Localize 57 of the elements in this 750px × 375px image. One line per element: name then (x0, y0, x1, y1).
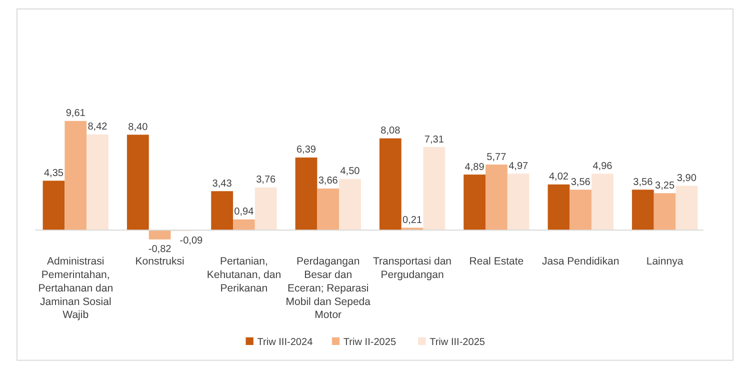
data-label: 7,31 (424, 134, 444, 146)
bar (254, 187, 277, 230)
data-label: 5,77 (486, 152, 507, 163)
bar (654, 193, 676, 230)
data-label: 3,76 (256, 174, 276, 186)
data-label: 0,21 (402, 214, 422, 226)
bar (148, 230, 171, 240)
data-label: 3,56 (633, 176, 654, 188)
data-label: 6,39 (296, 144, 316, 156)
data-label: 3,90 (676, 173, 697, 184)
bar (126, 134, 149, 230)
bar (592, 174, 614, 230)
x-tick-label: Administrasi Pemerintahan, Pertahanan dan Jaminan Sosial Wajib (38, 256, 114, 322)
x-tick-label: Lainnya (646, 256, 684, 268)
data-label: 3,43 (212, 178, 232, 190)
bar (64, 120, 87, 230)
data-label: 4,89 (464, 162, 485, 173)
data-label: 0,94 (234, 206, 254, 218)
data-label: 9,61 (66, 108, 86, 120)
x-tick-label: Perdagangan Besar dan Eceran; Reparasi Mobil dan Sepeda Motor (286, 256, 371, 322)
bar (339, 178, 361, 230)
x-tick-label: Transportasi dan Pergudangan (373, 256, 452, 281)
legend-label: Triw II-2025 (343, 336, 396, 348)
data-label: 4,02 (548, 172, 569, 183)
bar (548, 184, 570, 230)
data-label: -0,09 (180, 236, 204, 247)
bar (211, 191, 234, 230)
bar (486, 164, 508, 230)
bar (464, 174, 486, 230)
data-label: 4,35 (44, 168, 64, 179)
data-label: 8,42 (88, 122, 108, 133)
x-tick-label: Jasa Pendidikan (542, 256, 620, 268)
data-label: 4,96 (592, 160, 613, 172)
x-tick-label: Real Estate (469, 256, 524, 268)
bar (233, 219, 255, 230)
bar (570, 190, 592, 230)
bar (295, 158, 318, 230)
bar (423, 147, 446, 230)
bar (676, 186, 698, 230)
bar (632, 190, 654, 230)
x-tick-label: Pertanian, Kehutanan, dan Perikanan (206, 256, 282, 294)
x-tick-label: Konstruksi (135, 256, 184, 268)
bar (86, 134, 108, 230)
data-label: 3,66 (318, 176, 338, 187)
data-label: 8,08 (380, 126, 401, 137)
data-label: 4,50 (340, 166, 360, 178)
bar (42, 180, 65, 230)
data-label: 3,56 (570, 176, 591, 188)
legend-label: Triw III-2024 (257, 336, 314, 348)
data-label: 8,40 (128, 122, 148, 133)
bar (379, 138, 402, 230)
data-label: 4,97 (508, 160, 529, 172)
data-label: 3,25 (655, 180, 675, 192)
bar (507, 174, 530, 230)
data-label: -0,82 (148, 244, 172, 255)
bar (317, 188, 340, 230)
legend-label: Triw III-2025 (430, 336, 486, 348)
